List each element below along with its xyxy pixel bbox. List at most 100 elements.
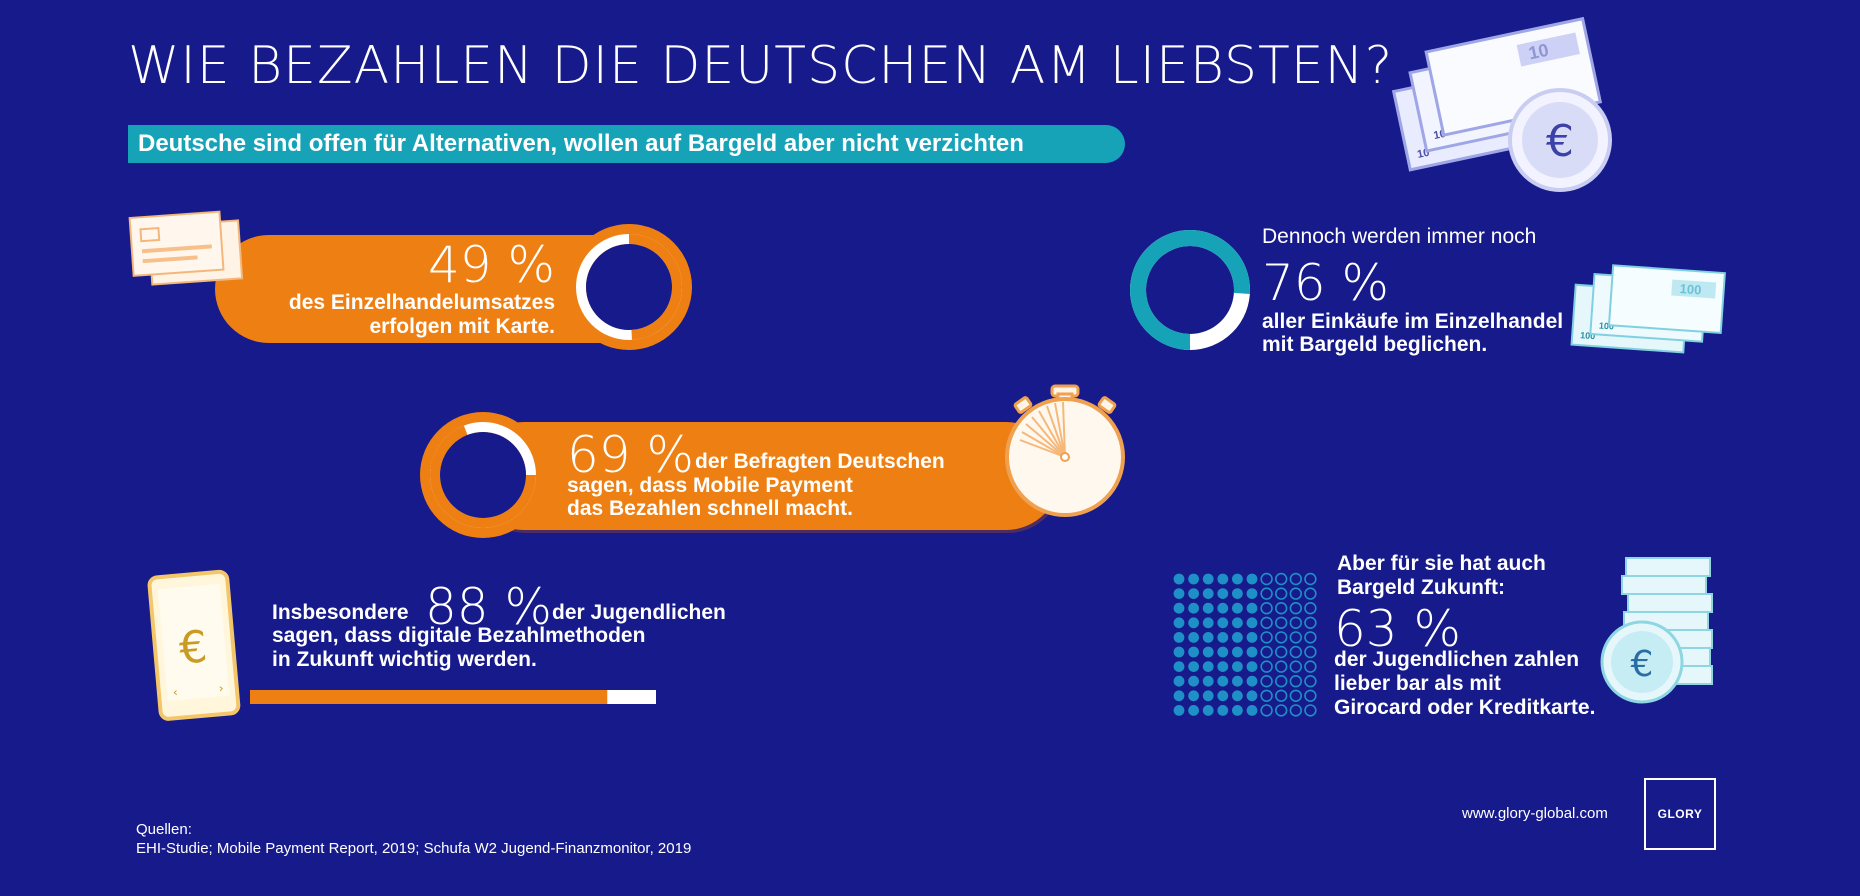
youth-cash-intro1: Aber für sie hat auch bbox=[1337, 552, 1546, 575]
dot-empty bbox=[1289, 616, 1303, 629]
dot-filled bbox=[1202, 617, 1214, 629]
card-line2: erfolgen mit Karte. bbox=[369, 315, 555, 338]
dot-filled bbox=[1202, 632, 1214, 643]
dot-empty bbox=[1289, 587, 1303, 600]
dot-empty bbox=[1289, 674, 1303, 688]
dot-empty bbox=[1304, 704, 1317, 717]
dot-filled bbox=[1246, 632, 1258, 643]
dot-filled bbox=[1232, 632, 1243, 643]
smartphone-euro-symbol: € bbox=[177, 621, 209, 674]
dot-filled bbox=[1202, 588, 1214, 599]
dot-filled bbox=[1188, 573, 1199, 585]
website-link[interactable]: www.glory-global.com bbox=[1462, 805, 1608, 822]
dot-filled bbox=[1173, 705, 1185, 716]
dot-empty bbox=[1260, 660, 1273, 673]
youth-cash-intro2: Bargeld Zukunft: bbox=[1337, 576, 1505, 599]
dot-empty bbox=[1304, 689, 1317, 703]
dot-filled bbox=[1217, 675, 1229, 687]
dot-filled bbox=[1246, 602, 1258, 614]
mobile-stat-pill bbox=[470, 422, 1060, 530]
dot-filled bbox=[1202, 602, 1214, 614]
dot-filled bbox=[1188, 646, 1199, 658]
dot-filled bbox=[1232, 573, 1243, 585]
dot-filled bbox=[1173, 646, 1185, 658]
banknotes-100-icon: 100 100 100 bbox=[1570, 264, 1726, 354]
youth-digital-percent: 88 % bbox=[425, 578, 553, 636]
youth-digital-progress-fill bbox=[250, 690, 608, 704]
stopwatch-icon bbox=[1005, 384, 1125, 517]
dot-filled bbox=[1173, 661, 1185, 672]
dot-empty bbox=[1260, 645, 1273, 659]
dot-filled bbox=[1232, 661, 1243, 672]
dot-filled bbox=[1188, 661, 1199, 672]
dot-filled bbox=[1173, 588, 1185, 599]
subtitle: Deutsche sind offen für Alternativen, wo… bbox=[138, 130, 1024, 157]
dot-empty bbox=[1289, 572, 1303, 586]
smartphone-icon: € ‹ › bbox=[147, 569, 241, 721]
dot-empty bbox=[1289, 689, 1303, 703]
dot-empty bbox=[1304, 645, 1317, 659]
mobile-line2: sagen, dass Mobile Payment bbox=[567, 474, 853, 497]
youth-digital-line2: sagen, dass digitale Bezahlmethoden bbox=[272, 624, 646, 647]
dot-empty bbox=[1274, 660, 1288, 673]
banknotes-coin-icon: 10 10 10 € bbox=[1391, 16, 1612, 192]
subtitle-bar bbox=[128, 125, 1125, 163]
euro-coin-symbol: € bbox=[1546, 116, 1574, 167]
banknote-100-small-label: 100 bbox=[1580, 330, 1596, 341]
dot-filled bbox=[1246, 705, 1258, 716]
dot-filled bbox=[1173, 632, 1185, 643]
page-title: WIE BEZAHLEN DIE DEUTSCHEN AM LIEBSTEN? bbox=[128, 36, 1394, 96]
dot-filled bbox=[1217, 573, 1229, 585]
dot-filled bbox=[1217, 588, 1229, 599]
dot-filled bbox=[1217, 690, 1229, 702]
dot-empty bbox=[1274, 616, 1288, 629]
dot-filled bbox=[1217, 646, 1229, 658]
youth-digital-prefix: Insbesondere bbox=[272, 601, 409, 624]
dot-filled bbox=[1202, 646, 1214, 658]
cash-donut-arc bbox=[1130, 230, 1250, 350]
dot-filled bbox=[1188, 588, 1199, 599]
dot-empty bbox=[1260, 587, 1273, 600]
glory-logo: GLORY bbox=[1644, 778, 1716, 850]
dot-empty bbox=[1304, 631, 1317, 644]
dot-empty bbox=[1274, 572, 1288, 586]
dot-empty bbox=[1304, 572, 1317, 586]
cash-line2: mit Bargeld beglichen. bbox=[1262, 333, 1488, 356]
dot-filled bbox=[1173, 602, 1185, 614]
dot-filled bbox=[1217, 705, 1229, 716]
youth-digital-line3: in Zukunft wichtig werden. bbox=[272, 648, 537, 671]
banknote-100-label: 100 bbox=[1679, 281, 1702, 297]
dot-empty bbox=[1274, 602, 1288, 615]
dot-filled bbox=[1232, 646, 1243, 658]
sources: Quellen: EHI-Studie; Mobile Payment Repo… bbox=[136, 820, 691, 858]
youth-cash-line2: lieber bar als mit bbox=[1334, 672, 1501, 695]
dot-empty bbox=[1260, 704, 1273, 717]
coin-stack-icon: € bbox=[1600, 557, 1713, 704]
cash-intro: Dennoch werden immer noch bbox=[1262, 225, 1537, 248]
dot-empty bbox=[1304, 602, 1317, 615]
dot-empty bbox=[1260, 689, 1273, 703]
dot-filled bbox=[1217, 602, 1229, 614]
svg-text:›: › bbox=[218, 681, 224, 695]
dot-filled bbox=[1188, 602, 1199, 614]
dot-filled bbox=[1202, 705, 1214, 716]
dot-filled bbox=[1232, 690, 1243, 702]
dot-filled bbox=[1246, 588, 1258, 599]
dot-filled bbox=[1188, 632, 1199, 643]
dot-empty bbox=[1289, 631, 1303, 644]
dot-empty bbox=[1274, 689, 1288, 703]
mobile-percent: 69 % bbox=[567, 426, 695, 484]
dot-filled bbox=[1217, 617, 1229, 629]
dot-filled bbox=[1173, 690, 1185, 702]
card-line1: des Einzelhandelumsatzes bbox=[288, 291, 555, 314]
dot-empty bbox=[1274, 587, 1288, 600]
dot-filled bbox=[1246, 573, 1258, 585]
dot-filled bbox=[1232, 588, 1243, 599]
dot-filled bbox=[1188, 705, 1199, 716]
dot-filled bbox=[1246, 661, 1258, 672]
dot-empty bbox=[1260, 631, 1273, 644]
sources-text: EHI-Studie; Mobile Payment Report, 2019;… bbox=[136, 840, 692, 857]
svg-text:‹: ‹ bbox=[172, 685, 178, 699]
dot-empty bbox=[1289, 602, 1303, 615]
dot-filled bbox=[1188, 690, 1199, 702]
